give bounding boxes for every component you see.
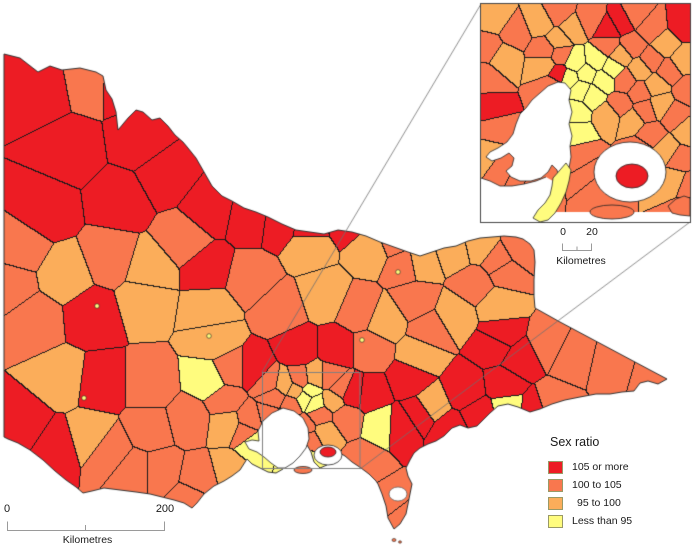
legend-item-label: 100 to 105: [572, 479, 622, 491]
main-scale-bar: [7, 521, 165, 531]
legend-title: Sex ratio: [550, 435, 600, 449]
legend-item-label: Less than 95: [572, 515, 633, 527]
inset-scale-bar: [562, 243, 592, 251]
legend-swatch: [548, 460, 563, 474]
inset-scale-start-label: 0: [560, 226, 566, 238]
legend-swatch: [548, 496, 563, 510]
legend-item-label: 105 or more: [572, 461, 629, 473]
main-scale-start-label: 0: [3, 503, 11, 515]
inset-scale-end-label: 20: [586, 226, 598, 238]
inset-scale-unit-label: Kilometres: [556, 255, 606, 267]
legend-item: Less than 95: [548, 512, 693, 530]
main-scale-end-label: 200: [155, 503, 175, 515]
legend-rows: 105 or more 100 to 105 95 to 100 Less than …: [548, 458, 693, 530]
legend-item: 105 or more: [548, 458, 693, 476]
legend-item: 95 to 100: [548, 494, 693, 512]
legend-item-label: 95 to 100: [577, 497, 621, 509]
legend: Sex ratio 105 or more 100 to 105 95 to 100…: [548, 435, 693, 530]
legend-swatch: [548, 478, 563, 492]
main-scale-unit-label: Kilometres: [62, 534, 113, 546]
legend-swatch: [548, 514, 563, 528]
legend-item: 100 to 105: [548, 476, 693, 494]
